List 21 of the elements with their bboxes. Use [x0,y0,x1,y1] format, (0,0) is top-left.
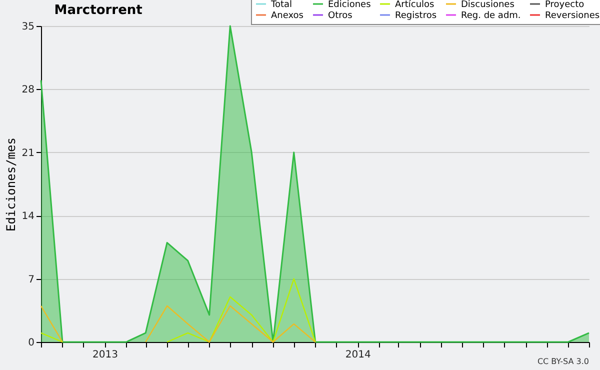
legend-label: Anexos [271,11,304,21]
legend-label: Registros [395,11,437,21]
y-tick-label: 28 [22,84,34,96]
text: CC BY-SA 3.0 [537,357,589,366]
y-tick-label: 21 [22,148,34,159]
legend-label: Otros [328,11,353,21]
legend-label: Artículos [395,0,435,10]
y-tick-label: 35 [22,22,34,32]
chart-title: Marctorrent [54,3,142,18]
x-tick-label: 2013 [92,350,118,360]
y-tick-label: 14 [22,211,34,222]
legend-label: Reversiones [545,11,600,21]
legend-label: Proyecto [545,0,585,10]
legend-label: Total [270,0,292,10]
legend-label: Ediciones [328,0,372,10]
x-tick-label: 2014 [345,350,371,360]
y-tick-label: 7 [28,274,34,286]
legend-label: Reg. de adm. [461,11,521,21]
y-tick-label: 0 [28,338,34,348]
y-axis-title: Ediciones/mes [4,138,18,232]
legend-label: Discusiones [461,0,515,10]
